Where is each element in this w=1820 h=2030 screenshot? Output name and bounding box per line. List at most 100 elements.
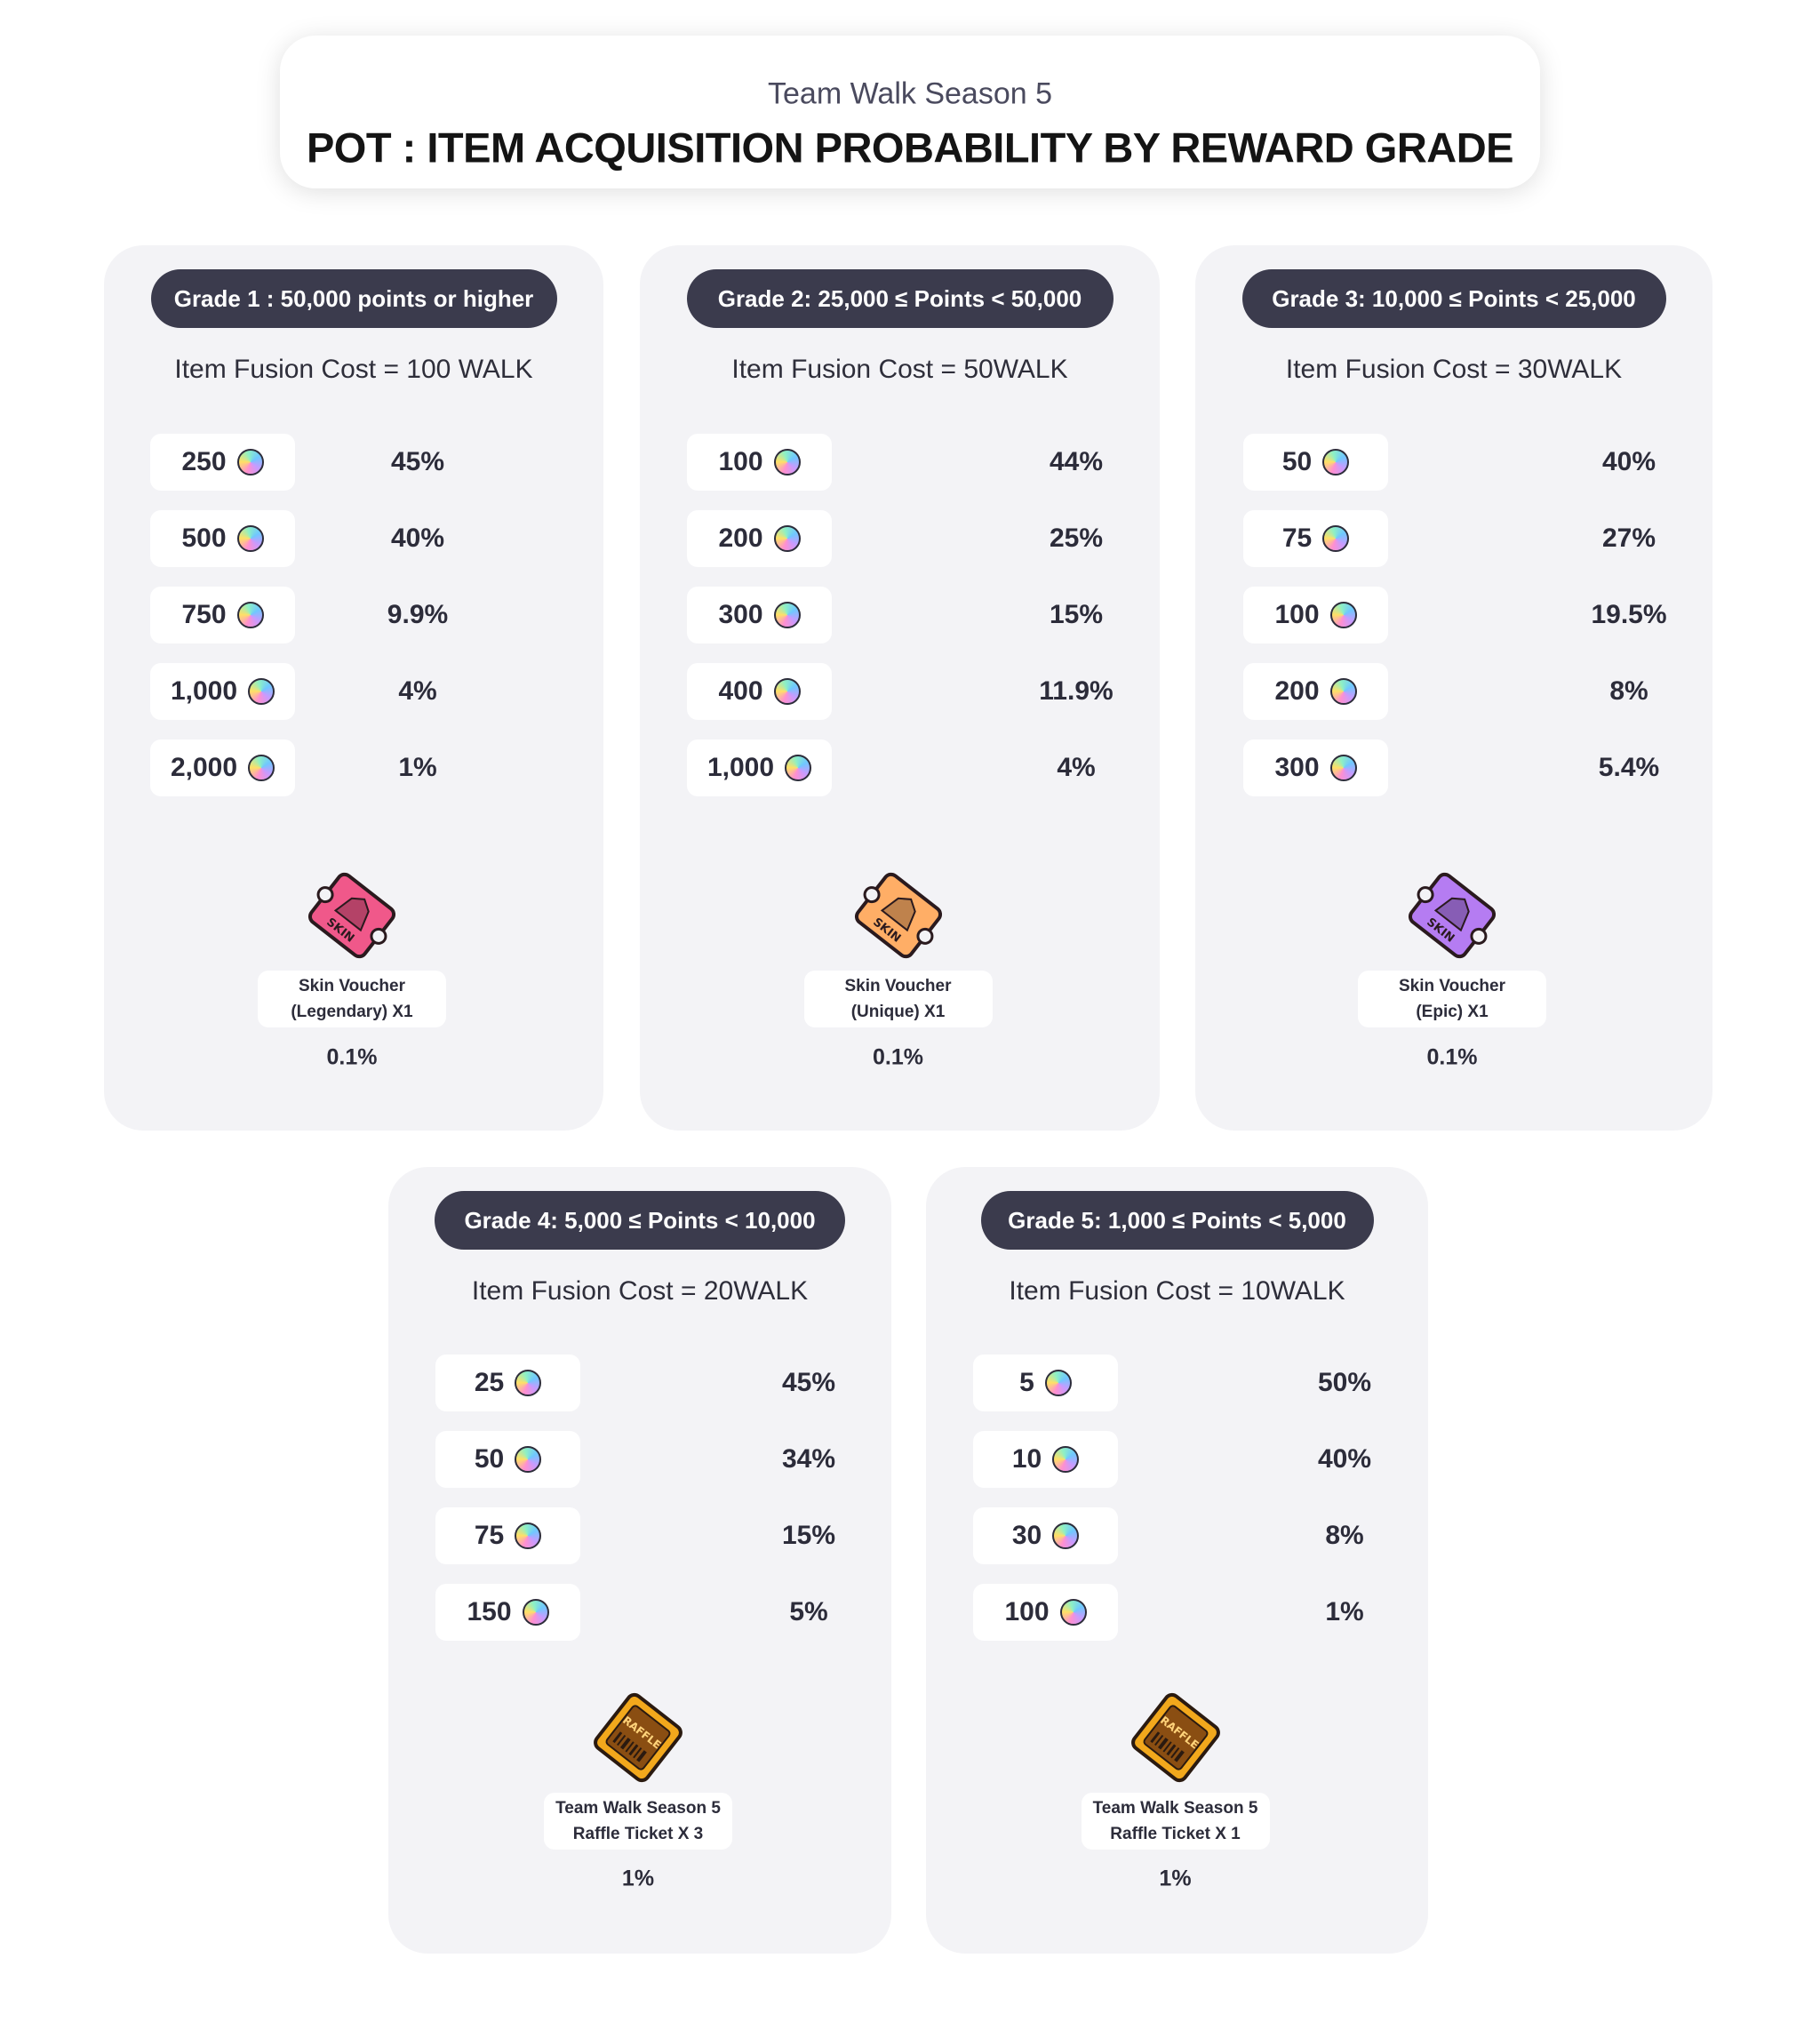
reward-probability: 8%	[1325, 1521, 1364, 1550]
special-item-name: Skin Voucher	[298, 977, 405, 995]
reward-amount-value: 300	[1274, 753, 1320, 782]
reward-amount-value: 75	[1281, 523, 1313, 553]
coin-icon	[773, 602, 801, 628]
special-item-label: Skin Voucher (Epic) X1	[1358, 971, 1546, 1027]
reward-amount: 75	[1243, 510, 1388, 567]
reward-amount: 150	[435, 1584, 580, 1641]
special-item-quantity: (Legendary) X1	[291, 1003, 413, 1021]
special-item-probability: 0.1%	[326, 1044, 378, 1070]
coin-icon	[773, 678, 801, 705]
reward-probability: 45%	[781, 1368, 836, 1397]
coin-icon	[515, 1446, 542, 1473]
special-item-probability: 0.1%	[1426, 1044, 1478, 1070]
page-title: POT : ITEM ACQUISITION PROBABILITY BY RE…	[306, 124, 1514, 172]
special-item-name: Skin Voucher	[844, 977, 952, 995]
reward-amount-value: 50	[1281, 447, 1313, 476]
fusion-cost: Item Fusion Cost = 20WALK	[471, 1276, 809, 1306]
grade-card-3: Grade 3: 10,000 ≤ Points < 25,000 Item Fu…	[1195, 245, 1712, 1131]
reward-probability: 34%	[781, 1444, 836, 1474]
reward-amount: 1,000	[150, 663, 295, 720]
grade-label: Grade 5: 1,000 ≤ Points < 5,000	[980, 1191, 1374, 1250]
reward-amount: 5	[973, 1355, 1118, 1411]
reward-probability: 1%	[1325, 1597, 1364, 1626]
reward-amount-value: 300	[718, 600, 763, 629]
reward-amount-value: 1,000	[706, 753, 775, 782]
reward-amount: 100	[687, 434, 832, 491]
reward-amount: 750	[150, 587, 295, 643]
reward-amount-value: 30	[1011, 1521, 1042, 1550]
reward-amount-value: 1,000	[170, 676, 238, 706]
special-item-quantity: Raffle Ticket X 3	[572, 1825, 704, 1843]
reward-probability: 25%	[1049, 523, 1104, 553]
reward-amount-value: 10	[1011, 1444, 1042, 1474]
coin-icon	[1059, 1599, 1087, 1626]
coin-icon	[1052, 1522, 1080, 1549]
coin-icon	[1329, 755, 1357, 781]
special-item-quantity: (Unique) X1	[850, 1003, 946, 1021]
grade-label: Grade 4: 5,000 ≤ Points < 10,000	[435, 1191, 845, 1250]
grade-card-1: Grade 1 : 50,000 points or higher Item Fu…	[104, 245, 603, 1131]
coin-icon	[236, 525, 264, 552]
special-item-probability: 0.1%	[873, 1044, 923, 1070]
special-item-label: Team Walk Season 5 Raffle Ticket X 3	[544, 1793, 732, 1850]
reward-amount: 300	[1243, 739, 1388, 796]
reward-probability: 15%	[1049, 600, 1104, 629]
special-item-name: Team Walk Season 5	[555, 1799, 721, 1818]
reward-probability: 40%	[1601, 447, 1656, 476]
special-item-name: Team Walk Season 5	[1092, 1799, 1258, 1818]
reward-probability: 4%	[1057, 753, 1096, 782]
skin-voucher-unique-icon: SKIN	[845, 867, 952, 964]
reward-amount: 100	[1243, 587, 1388, 643]
reward-amount-value: 100	[1274, 600, 1320, 629]
reward-probability: 5%	[789, 1597, 828, 1626]
reward-probability: 50%	[1317, 1368, 1372, 1397]
reward-amount-value: 50	[474, 1444, 505, 1474]
reward-amount-value: 5	[1019, 1368, 1034, 1397]
reward-probability: 5.4%	[1598, 753, 1660, 782]
reward-probability: 19.5%	[1591, 600, 1667, 629]
special-item-label: Skin Voucher (Unique) X1	[803, 971, 993, 1027]
reward-amount-value: 100	[1004, 1597, 1050, 1626]
reward-amount: 200	[1243, 663, 1388, 720]
coin-icon	[248, 678, 275, 705]
reward-amount: 2,000	[150, 739, 295, 796]
coin-icon	[1329, 602, 1357, 628]
reward-probability: 27%	[1601, 523, 1656, 553]
coin-icon	[248, 755, 275, 781]
coin-icon	[1322, 525, 1350, 552]
reward-amount: 250	[150, 434, 295, 491]
special-item-probability: 1%	[1159, 1866, 1192, 1891]
grade-card-2: Grade 2: 25,000 ≤ Points < 50,000 Item Fu…	[640, 245, 1160, 1131]
special-item-probability: 1%	[621, 1866, 655, 1891]
header-banner: Team Walk Season 5 POT : ITEM ACQUISITIO…	[280, 36, 1540, 188]
reward-amount-value: 2,000	[170, 753, 238, 782]
coin-icon	[236, 602, 264, 628]
reward-probability: 15%	[781, 1521, 836, 1550]
coin-icon	[1044, 1370, 1072, 1396]
grade-label: Grade 3: 10,000 ≤ Points < 25,000	[1241, 269, 1666, 328]
skin-voucher-epic-icon: SKIN	[1399, 867, 1505, 964]
reward-amount: 75	[435, 1507, 580, 1564]
reward-amount-value: 150	[467, 1597, 512, 1626]
reward-amount: 25	[435, 1355, 580, 1411]
grade-label: Grade 1 : 50,000 points or higher	[150, 269, 557, 328]
skin-voucher-legendary-icon: SKIN	[299, 867, 405, 964]
reward-amount-value: 25	[474, 1368, 505, 1397]
reward-probability: 40%	[1317, 1444, 1372, 1474]
fusion-cost: Item Fusion Cost = 50WALK	[731, 355, 1068, 384]
special-item-quantity: (Epic) X1	[1416, 1003, 1489, 1021]
page-subtitle: Team Walk Season 5	[768, 76, 1052, 111]
coin-icon	[773, 449, 801, 476]
reward-amount: 50	[1243, 434, 1388, 491]
reward-probability: 4%	[398, 676, 437, 706]
coin-icon	[785, 755, 812, 781]
reward-amount: 100	[973, 1584, 1118, 1641]
reward-probability: 40%	[390, 523, 445, 553]
reward-amount-value: 250	[181, 447, 227, 476]
coin-icon	[1052, 1446, 1080, 1473]
grade-label: Grade 2: 25,000 ≤ Points < 50,000	[686, 269, 1114, 328]
reward-probability: 8%	[1609, 676, 1648, 706]
reward-probability: 44%	[1049, 447, 1104, 476]
coin-icon	[236, 449, 264, 476]
reward-amount-value: 200	[718, 523, 763, 553]
